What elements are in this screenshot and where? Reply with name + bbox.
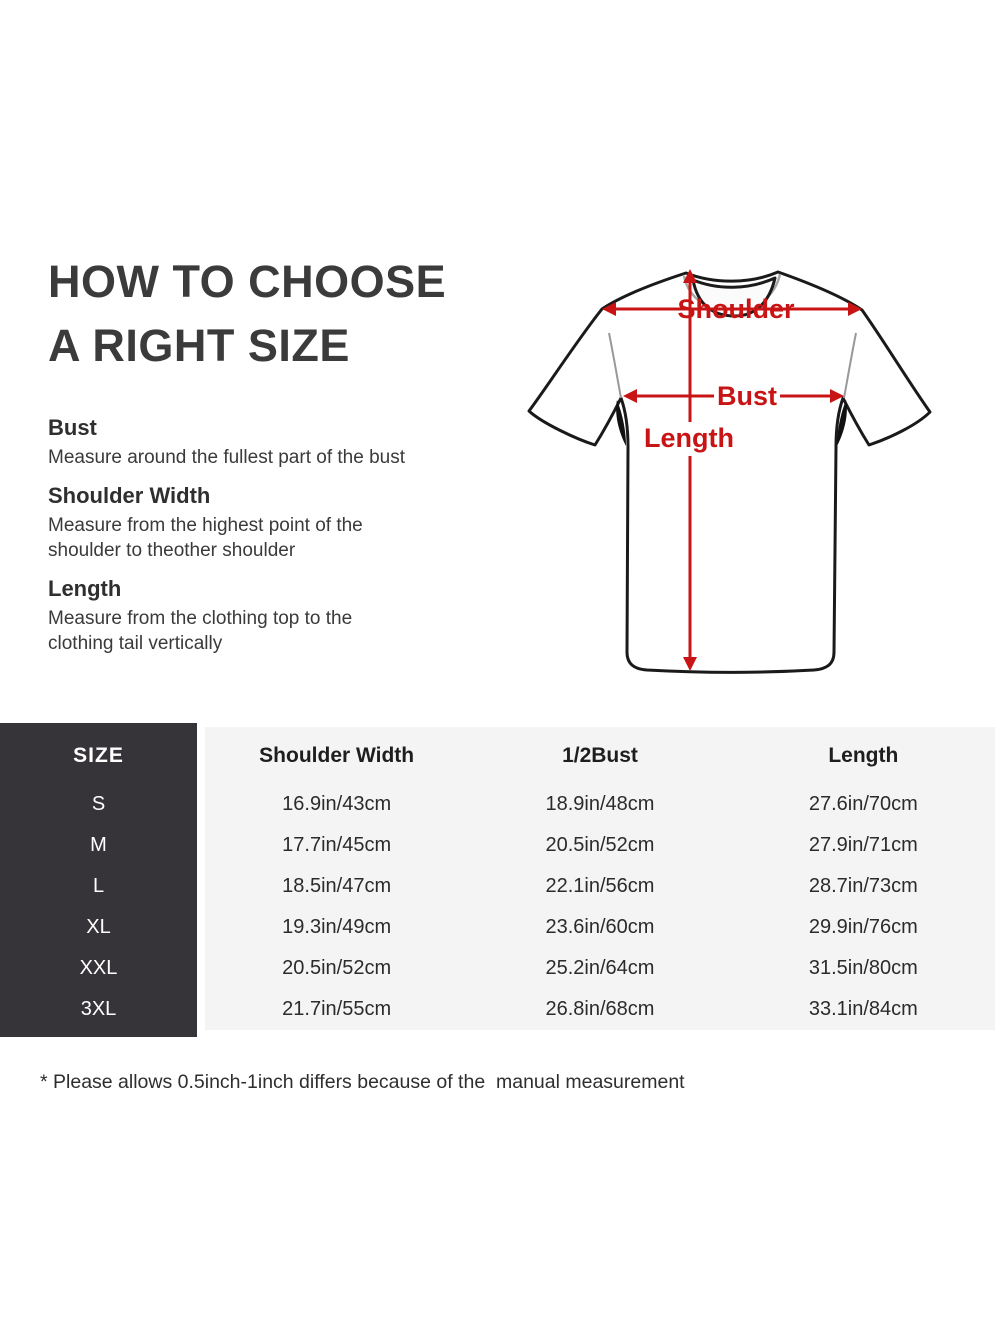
half-bust-column: 1/2Bust 18.9in/48cm 20.5in/52cm 22.1in/5…: [468, 727, 731, 1030]
left-armpit-shadow: [616, 400, 626, 446]
right-sleeve-crease: [843, 332, 857, 399]
size-label-m: M: [90, 834, 107, 856]
measurement-disclaimer: * Please allows 0.5inch-1inch differs be…: [40, 1071, 685, 1093]
size-column: SIZE S M L XL XXL 3XL: [0, 723, 197, 1037]
right-armpit-shadow: [837, 400, 847, 446]
length-column-header: Length: [828, 743, 899, 767]
table-cell: 19.3in/49cm: [282, 916, 392, 938]
table-cell: 25.2in/64cm: [545, 957, 655, 979]
shoulder-width-column-header: Shoulder Width: [259, 743, 415, 767]
section-heading-bust: Bust: [48, 415, 97, 440]
shoulder-arrow: [602, 302, 862, 316]
table-cell: 22.1in/56cm: [545, 875, 655, 897]
table-cell: 31.5in/80cm: [808, 957, 918, 979]
length-arrow: [683, 269, 697, 671]
length-column: Length 27.6in/70cm 27.9in/71cm 28.7in/73…: [732, 727, 995, 1030]
tshirt-outline-icon: [527, 270, 932, 674]
table-cell: 26.8in/68cm: [545, 998, 655, 1020]
half-bust-column-header: 1/2Bust: [562, 743, 638, 767]
size-label-xl: XL: [86, 916, 111, 938]
table-cell: 18.5in/47cm: [282, 875, 392, 897]
section-heading-shoulder-width: Shoulder Width: [48, 483, 211, 508]
size-label-s: S: [91, 793, 106, 815]
measurements-panel: Shoulder Width 16.9in/43cm 17.7in/45cm 1…: [205, 727, 995, 1030]
size-column-header: SIZE: [73, 743, 124, 767]
size-label-3xl: 3XL: [80, 998, 117, 1020]
tshirt-measurement-diagram: Shoulder Bust Length: [527, 269, 932, 674]
size-label-l: L: [92, 875, 105, 897]
measurement-definitions: Bust Measure around the fullest part of …: [48, 414, 478, 668]
section-body-shoulder-width: Measure from the highest point of the sh…: [48, 515, 363, 561]
table-cell: 20.5in/52cm: [282, 957, 392, 979]
length-arrow-label: Length: [644, 423, 734, 453]
page-title: HOW TO CHOOSE A RIGHT SIZE: [48, 256, 447, 371]
left-sleeve-crease: [608, 332, 622, 399]
table-cell: 21.7in/55cm: [282, 998, 392, 1020]
table-cell: 29.9in/76cm: [808, 916, 918, 938]
table-cell: 20.5in/52cm: [545, 834, 655, 856]
table-cell: 27.6in/70cm: [808, 793, 918, 815]
table-cell: 23.6in/60cm: [545, 916, 655, 938]
size-table: SIZE S M L XL XXL 3XL Shoulder Width 16.…: [0, 723, 995, 1037]
table-cell: 28.7in/73cm: [808, 875, 918, 897]
table-cell: 16.9in/43cm: [282, 793, 392, 815]
table-cell: 27.9in/71cm: [808, 834, 918, 856]
shoulder-arrow-label: Shoulder: [677, 294, 794, 324]
table-cell: 17.7in/45cm: [282, 834, 392, 856]
section-body-length: Measure from the clothing top to the clo…: [48, 608, 353, 654]
section-body-bust: Measure around the fullest part of the b…: [48, 447, 405, 468]
section-heading-length: Length: [48, 576, 122, 601]
table-cell: 33.1in/84cm: [808, 998, 918, 1020]
shoulder-width-column: Shoulder Width 16.9in/43cm 17.7in/45cm 1…: [205, 727, 468, 1030]
bust-arrow-label: Bust: [717, 381, 777, 411]
size-label-xxl: XXL: [79, 957, 118, 979]
table-cell: 18.9in/48cm: [545, 793, 655, 815]
bust-arrow: [623, 389, 844, 403]
